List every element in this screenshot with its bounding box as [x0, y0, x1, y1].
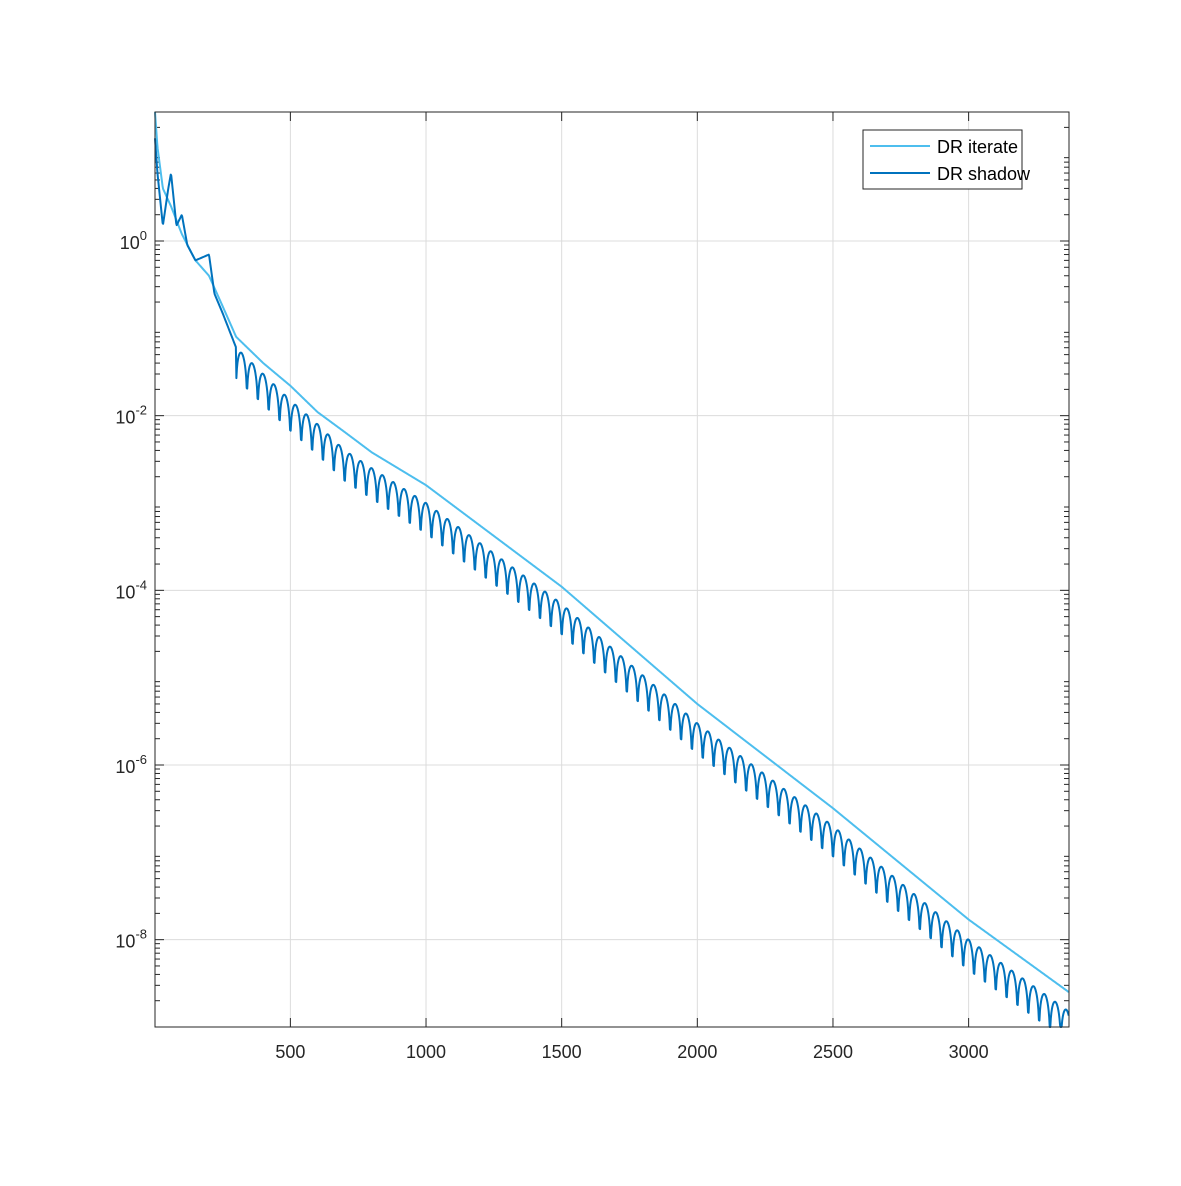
y-tick-exponent: -8: [135, 927, 147, 942]
series-layer: [154, 111, 1070, 1028]
y-tick-base: 10: [115, 582, 135, 602]
x-tick-label: 1000: [406, 1042, 446, 1062]
legend-box: [862, 129, 1023, 190]
x-tick-label: 2500: [813, 1042, 853, 1062]
legend[interactable]: DR iterate DR shadow: [862, 129, 1031, 190]
series-line-dr-shadow: [154, 138, 1070, 1028]
plot-border: [154, 111, 1070, 1028]
x-tick-label: 3000: [949, 1042, 989, 1062]
series-line-dr-iterate: [154, 111, 1070, 993]
y-tick-label: 10-2: [115, 403, 147, 428]
x-tick-labels: 500 1000 1500 2000 2500 3000: [275, 1042, 988, 1062]
plot-area: [155, 112, 1069, 1027]
y-tick-exponent: -4: [135, 577, 147, 592]
x-tick-label: 500: [275, 1042, 305, 1062]
tick-layer: [155, 112, 1069, 1027]
y-tick-exponent: 0: [140, 228, 147, 243]
y-tick-label: 10-6: [115, 752, 147, 777]
legend-label-dr-iterate: DR iterate: [937, 137, 1018, 157]
y-tick-base: 10: [115, 757, 135, 777]
y-tick-base: 10: [115, 932, 135, 952]
y-tick-label: 10-4: [115, 577, 147, 602]
y-tick-base: 10: [120, 233, 140, 253]
y-tick-exponent: -2: [135, 403, 147, 418]
legend-label-dr-shadow: DR shadow: [937, 164, 1031, 184]
y-tick-label: 100: [120, 228, 147, 253]
x-tick-label: 1500: [542, 1042, 582, 1062]
minor-tick-layer: [155, 111, 1069, 1002]
y-tick-exponent: -6: [135, 752, 147, 767]
y-tick-label: 10-8: [115, 927, 147, 952]
x-tick-label: 2000: [677, 1042, 717, 1062]
y-tick-base: 10: [115, 408, 135, 428]
